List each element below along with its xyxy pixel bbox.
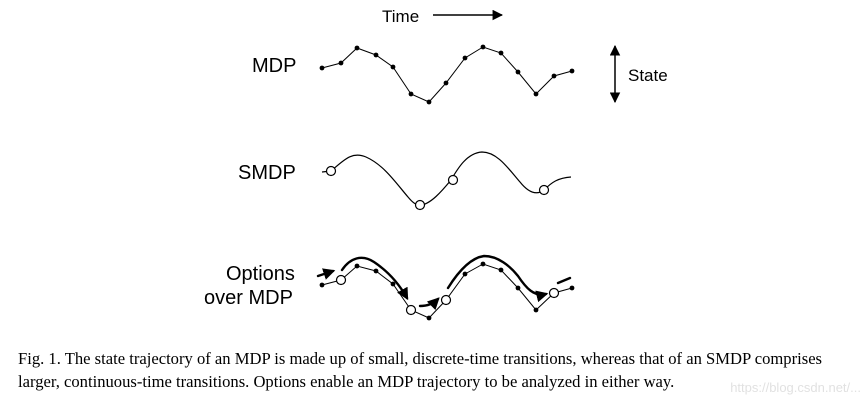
options-mdp-points <box>319 261 575 321</box>
row-label-over-mdp: over MDP <box>204 287 293 309</box>
figure-caption: Fig. 1. The state trajectory of an MDP i… <box>18 349 823 391</box>
mdp-trajectory <box>319 44 575 105</box>
smdp-trajectory <box>321 151 572 211</box>
smdp-curve <box>321 151 572 206</box>
option-arrows <box>316 254 572 311</box>
time-label: Time <box>382 7 419 26</box>
options-decision-points <box>335 274 560 316</box>
row-label-options: Options <box>226 263 295 285</box>
smdp-decision-points <box>325 165 550 211</box>
mdp-points <box>319 44 575 105</box>
watermark: https://blog.csdn.net/... <box>730 380 861 395</box>
row-label-mdp: MDP <box>252 55 296 77</box>
row-label-smdp: SMDP <box>238 162 296 184</box>
state-label: State <box>628 66 668 85</box>
options-trajectory <box>316 254 575 321</box>
